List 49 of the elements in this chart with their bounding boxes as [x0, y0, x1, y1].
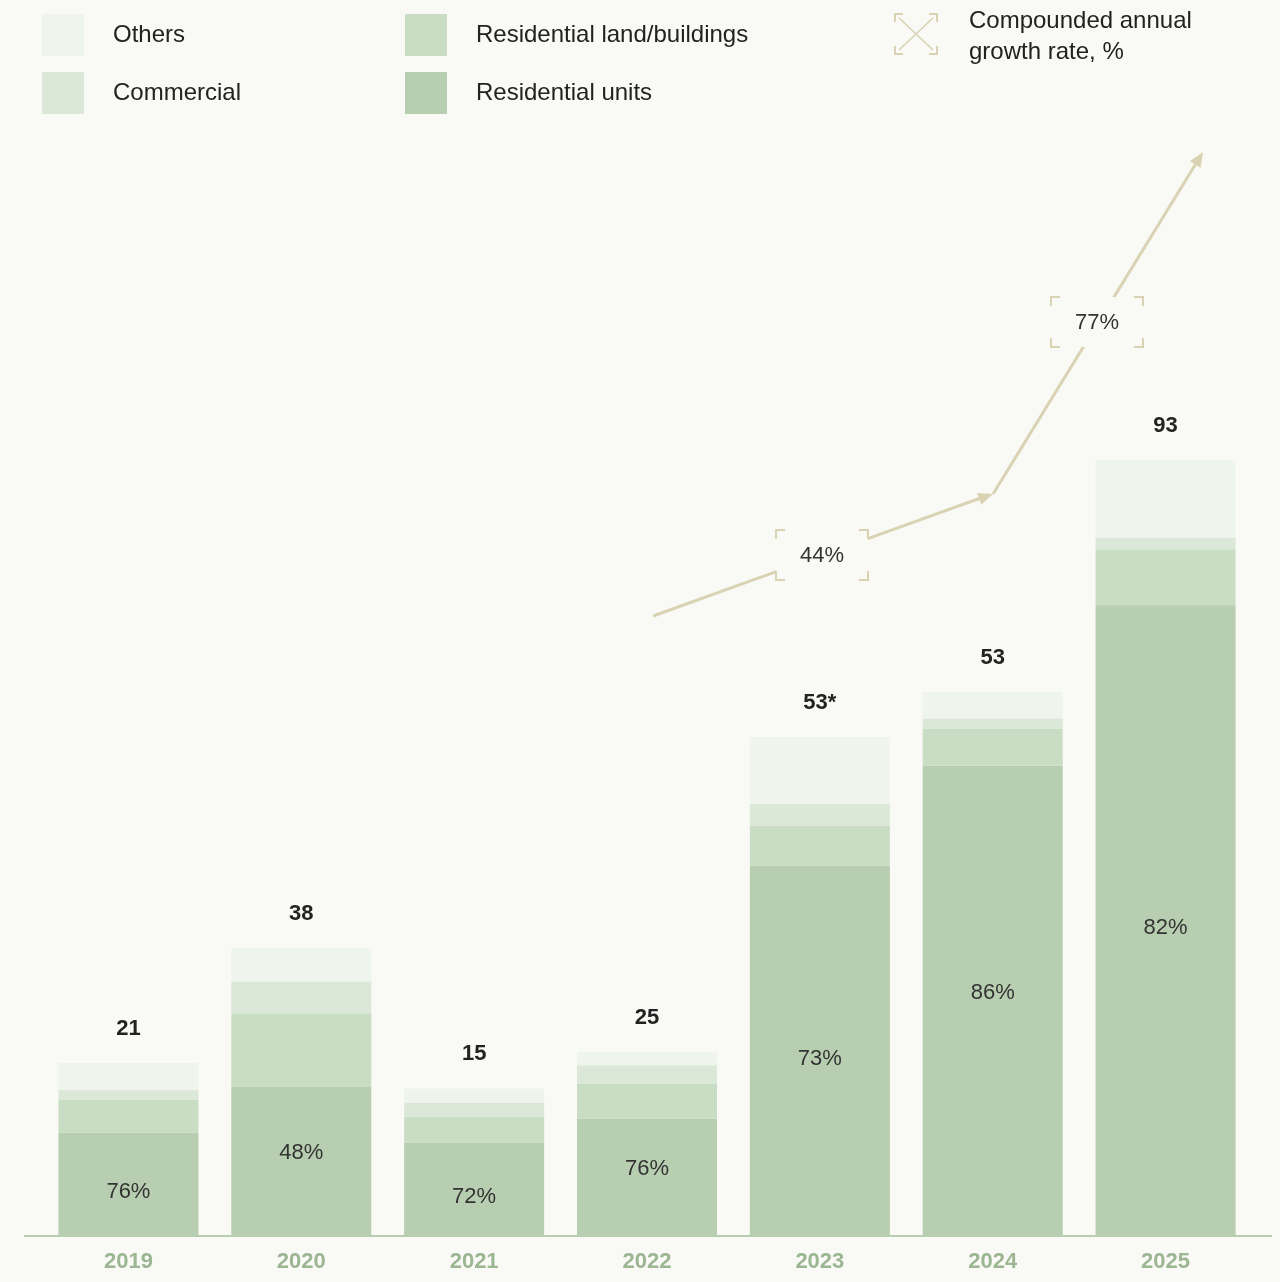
- legend-label: Residential units: [476, 78, 653, 106]
- bar: [749, 825, 890, 866]
- x-tick-label: 2023: [795, 1247, 845, 1273]
- bar: [922, 692, 1063, 719]
- bar: [576, 1083, 718, 1119]
- annotation: 25: [634, 1003, 660, 1029]
- annotation: 44%: [799, 541, 845, 567]
- legend-label: Others: [113, 20, 186, 48]
- bar: [1095, 549, 1236, 606]
- x-tick-label: 2021: [449, 1247, 499, 1273]
- annotation: 15: [461, 1040, 487, 1066]
- x-tick-label: 2020: [276, 1247, 326, 1273]
- bar: [922, 728, 1063, 766]
- bar: [58, 1062, 199, 1091]
- bar: [1095, 460, 1236, 538]
- text: 93: [1153, 411, 1178, 437]
- annotation: 76%: [624, 1155, 670, 1181]
- legend-label: Residential land/buildings: [476, 20, 749, 48]
- annotation: 76%: [106, 1178, 151, 1204]
- legend-label: Commercial: [113, 78, 242, 106]
- annotation: 82%: [1143, 914, 1188, 940]
- bar: [576, 1052, 718, 1066]
- bar: [404, 1102, 545, 1117]
- bar: [58, 1090, 199, 1100]
- bar: [58, 1099, 199, 1133]
- bar: [404, 1116, 545, 1143]
- bar: [404, 1088, 545, 1103]
- x-tick-label: 2022: [622, 1247, 672, 1273]
- bar: [749, 803, 890, 826]
- annotation: 73%: [797, 1044, 842, 1070]
- x-tick-label: 2024: [968, 1247, 1018, 1273]
- annotation: 53: [980, 643, 1005, 669]
- bar: [231, 981, 372, 1014]
- annotation: 21: [116, 1014, 141, 1040]
- annotation: 86%: [970, 978, 1015, 1004]
- x-tick-label: 2019: [103, 1247, 153, 1273]
- annotation: 72%: [452, 1183, 497, 1209]
- x-tick-label: 2025: [1141, 1247, 1191, 1273]
- bar: [576, 1065, 718, 1084]
- bar: [231, 1013, 372, 1088]
- annotation: 38: [289, 899, 314, 925]
- bar: [922, 718, 1063, 729]
- bar: [1095, 537, 1236, 550]
- text: 77%: [1074, 308, 1120, 334]
- text: Compounded annual growth rate, %: [969, 6, 1192, 64]
- bar: [749, 737, 890, 804]
- annotation: 48%: [279, 1139, 324, 1165]
- annotation: 53*: [803, 688, 837, 714]
- bar: [231, 948, 372, 982]
